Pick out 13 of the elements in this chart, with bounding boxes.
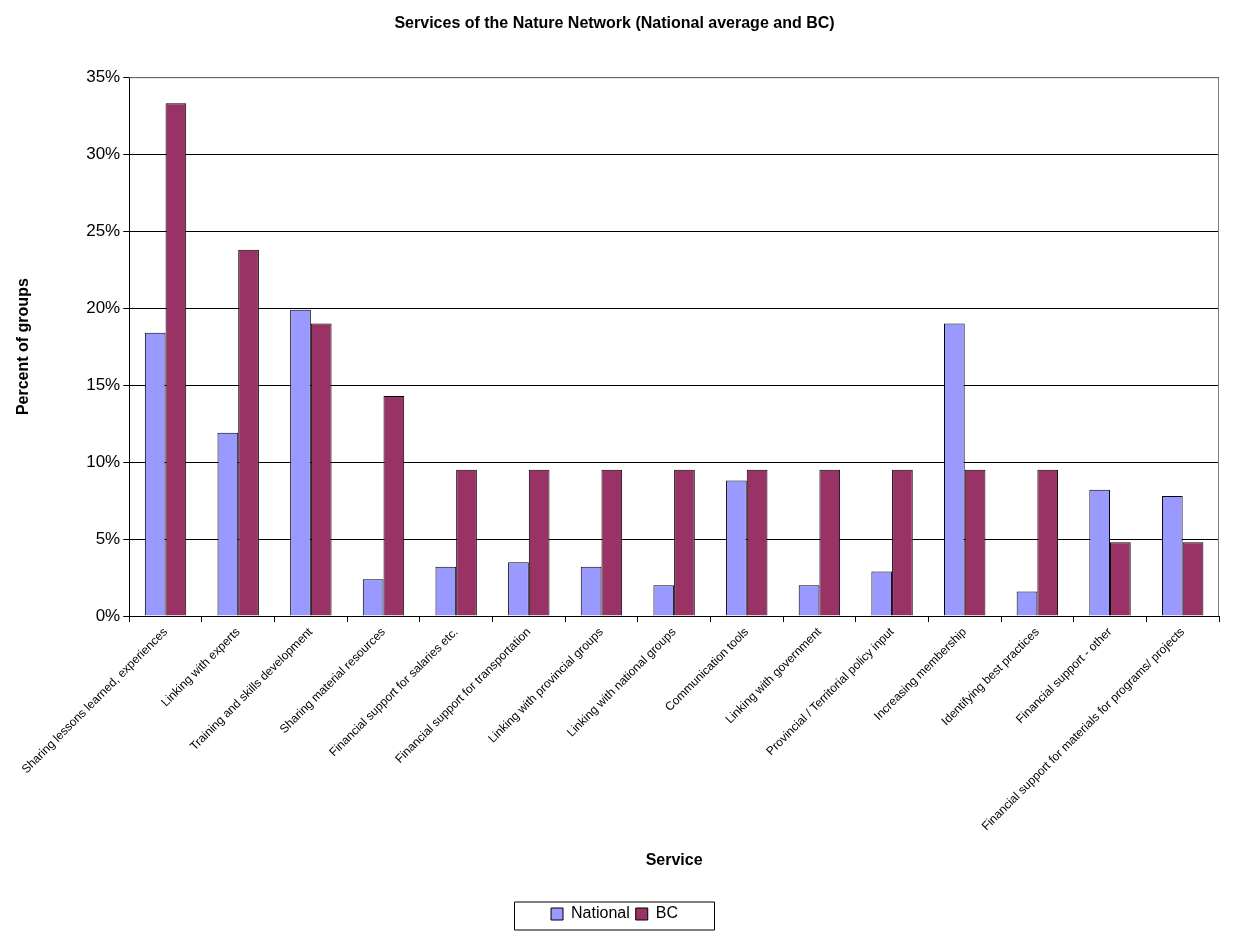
chart-title: Services of the Nature Network (National average and BC) bbox=[394, 14, 835, 32]
y-tick-label: 20% bbox=[86, 297, 121, 317]
y-tick-label: 15% bbox=[86, 374, 121, 394]
y-tick-label: 0% bbox=[95, 605, 121, 625]
legend-label: National bbox=[571, 904, 630, 922]
y-tick-label: 35% bbox=[86, 66, 121, 86]
y-tick-label: 25% bbox=[86, 220, 121, 240]
y-tick-label: 30% bbox=[86, 143, 121, 163]
x-axis-title: Service bbox=[645, 850, 703, 868]
y-tick-label: 10% bbox=[86, 451, 121, 471]
legend-label: BC bbox=[655, 904, 678, 922]
y-axis-title: Percent of groups bbox=[14, 278, 32, 416]
y-tick-label: 5% bbox=[95, 528, 121, 548]
